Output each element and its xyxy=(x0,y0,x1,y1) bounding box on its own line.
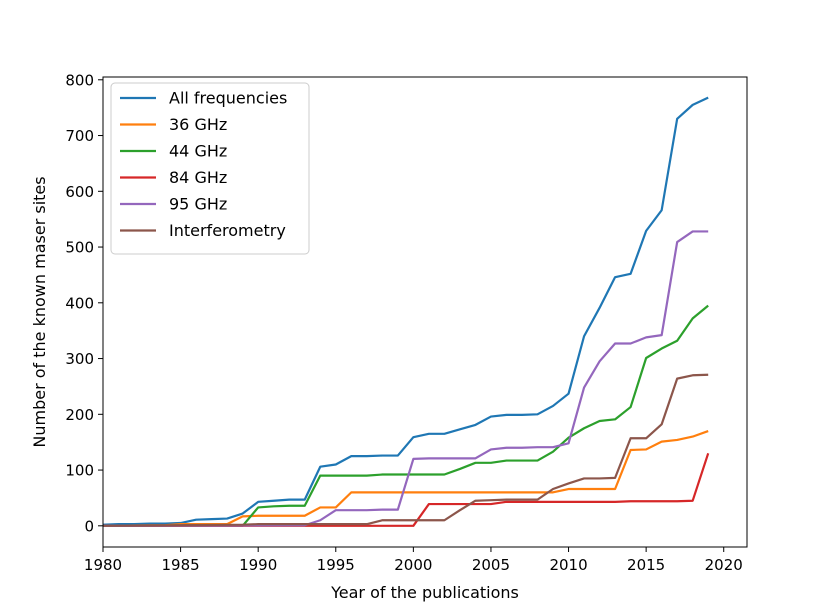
y-tick-label: 100 xyxy=(65,462,94,480)
y-tick-label: 200 xyxy=(65,406,94,424)
y-tick-label: 800 xyxy=(65,71,94,89)
legend-label-5: 95 GHz xyxy=(169,195,227,214)
x-tick-label: 2005 xyxy=(472,556,510,574)
x-tick-label: 2015 xyxy=(627,556,665,574)
plot-frame xyxy=(102,76,748,548)
y-axis-title: Number of the known maser sites xyxy=(30,176,49,447)
x-tick-label: 1990 xyxy=(239,556,277,574)
legend-label-3: 44 GHz xyxy=(169,142,227,161)
y-tick-label: 600 xyxy=(65,183,94,201)
y-tick-label: 400 xyxy=(65,294,94,312)
labels-layer: Year of the publications Number of the k… xyxy=(30,176,519,602)
y-tick-label: 0 xyxy=(84,517,94,535)
series-line-4 xyxy=(103,452,710,527)
series-line-2 xyxy=(102,429,709,527)
legend-label-6: Interferometry xyxy=(169,221,286,240)
x-tick-label: 1980 xyxy=(84,556,122,574)
series-line-3 xyxy=(103,304,709,527)
legend-label-1: All frequencies xyxy=(169,89,287,108)
legend-label-2: 36 GHz xyxy=(169,115,227,134)
series-line-5 xyxy=(102,230,709,527)
series-line-1 xyxy=(102,96,709,526)
y-tick-label: 300 xyxy=(65,350,94,368)
y-tick-label: 700 xyxy=(65,127,94,145)
axes-layer: 1980 1985 1990 1995 2000 2005 2010 2015 2020 0 100… xyxy=(65,71,748,574)
y-tick-label: 500 xyxy=(65,239,94,257)
x-tick-label: 1985 xyxy=(161,556,199,574)
legend: All frequencies 36 GHz 44 GHz 84 GHz 95 GHz I… xyxy=(110,82,310,255)
x-tick-label: 2020 xyxy=(705,556,743,574)
series-line-6 xyxy=(102,373,709,527)
x-axis-title: Year of the publications xyxy=(330,583,519,602)
x-tick-label: 2010 xyxy=(549,556,587,574)
x-tick-label: 2000 xyxy=(394,556,432,574)
x-tick-label: 1995 xyxy=(317,556,355,574)
legend-label-4: 84 GHz xyxy=(169,168,227,187)
legend-box xyxy=(110,82,310,255)
series-layer xyxy=(102,96,710,527)
